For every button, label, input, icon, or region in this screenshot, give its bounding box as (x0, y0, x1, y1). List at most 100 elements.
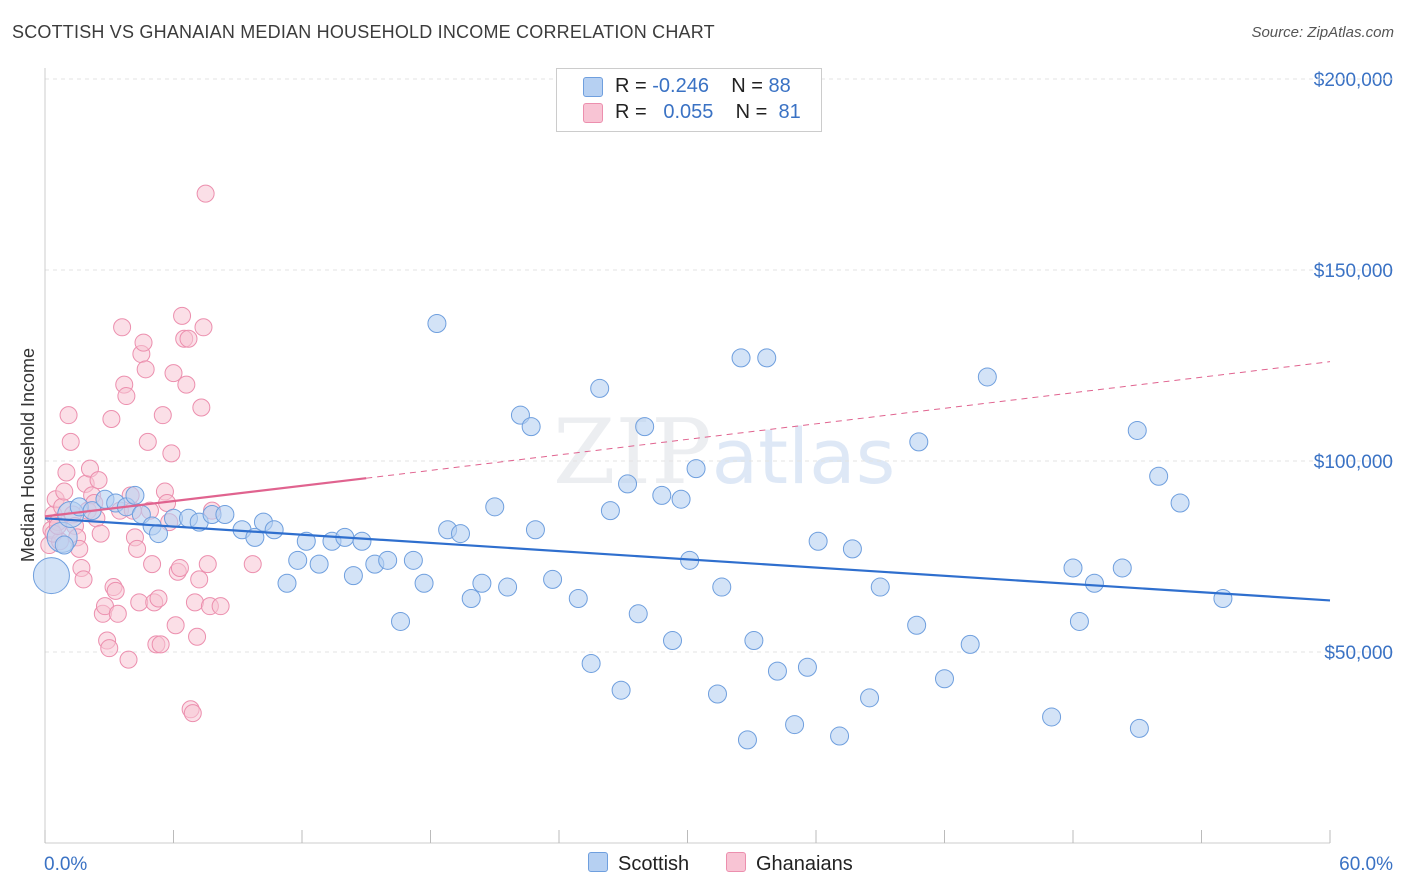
y-axis-title: Median Household Income (18, 348, 38, 562)
ghanaian-point (164, 364, 183, 383)
watermark-atlas: atlas (711, 412, 896, 501)
scottish-point (909, 432, 929, 452)
scottish-point (842, 539, 862, 559)
scottish-point (215, 504, 235, 524)
scottish-point (450, 524, 470, 544)
scottish-point (525, 520, 545, 540)
scottish-point (521, 417, 541, 437)
ghanaian-trendline (44, 477, 367, 518)
scottish-point (707, 684, 727, 704)
scottish-trendline (44, 517, 1331, 602)
bottom-legend-swatch-ghanaians (726, 852, 746, 872)
ghanaian-point (134, 333, 153, 352)
ghanaian-point (89, 471, 108, 490)
scottish-point (461, 589, 481, 609)
scottish-point (472, 573, 492, 593)
scottish-point (830, 726, 850, 746)
ghanaian-point (57, 463, 76, 482)
ghanaian-point (106, 581, 125, 600)
scottish-point (600, 501, 620, 521)
ghanaian-point (119, 650, 138, 669)
scottish-point (32, 557, 70, 595)
scottish-point (485, 497, 505, 517)
scottish-point (403, 550, 423, 570)
scottish-point (757, 348, 777, 368)
scottish-point (1129, 718, 1149, 738)
y-tick-label: $150,000 (1314, 261, 1393, 282)
scottish-point (343, 566, 363, 586)
ghanaian-point (188, 627, 207, 646)
scottish-point (870, 577, 890, 597)
scottish-point (935, 669, 954, 689)
y-tick-label: $200,000 (1314, 70, 1393, 91)
scottish-point (907, 615, 927, 635)
ghanaian-point (170, 558, 189, 577)
ghanaian-point (130, 593, 149, 612)
scottish-point (744, 631, 764, 651)
legend-swatch-scottish (583, 77, 603, 97)
scottish-point (712, 577, 732, 597)
ghanaian-point (61, 432, 80, 451)
ghanaian-point (117, 387, 136, 406)
scottish-point (498, 577, 518, 597)
ghanaian-point (136, 360, 155, 379)
y-tick-label: $50,000 (1324, 643, 1393, 664)
scottish-point (296, 531, 316, 551)
scottish-point (590, 378, 610, 398)
bottom-legend-scottish[interactable]: Scottish (588, 852, 689, 876)
scottish-point (767, 661, 787, 681)
ghanaian-point (179, 329, 198, 348)
scottish-point (309, 554, 329, 574)
scottish-point (652, 485, 672, 505)
scottish-point (785, 715, 805, 735)
ghanaian-point (153, 406, 172, 425)
scottish-point (125, 485, 145, 505)
legend-n-label: N = (731, 75, 763, 97)
scottish-point (414, 573, 434, 593)
scottish-point (808, 531, 828, 551)
stats-legend: R = -0.246 N = 88 R = 0.055 N = 81 (556, 68, 822, 132)
legend-r-label: R = (615, 75, 647, 97)
bottom-legend-label-ghanaians: Ghanaians (756, 853, 853, 875)
ghanaian-point (192, 398, 211, 417)
scottish-point (352, 531, 372, 551)
ghanaian-point (91, 524, 110, 543)
ghanaian-point (198, 555, 217, 574)
ghanaian-point (243, 555, 262, 574)
chart-title: SCOTTISH VS GHANAIAN MEDIAN HOUSEHOLD IN… (12, 22, 715, 42)
scottish-point (378, 550, 398, 570)
bottom-legend-label-scottish: Scottish (618, 853, 690, 875)
ghanaian-point (173, 306, 192, 325)
ghanaian-point (59, 406, 78, 425)
scottish-point (628, 604, 648, 624)
scottish-point (1042, 707, 1062, 727)
scottish-point (568, 589, 588, 609)
scottish-point (391, 611, 411, 631)
ghanaian-point (190, 570, 209, 589)
y-tick-label: $100,000 (1314, 452, 1393, 473)
legend-n-value: 81 (778, 101, 801, 123)
scottish-point (686, 459, 706, 479)
scottish-point (1069, 611, 1089, 631)
ghanaian-point (102, 409, 121, 428)
scottish-point (277, 573, 297, 593)
scottish-point (618, 474, 638, 494)
scottish-point (543, 569, 563, 589)
bottom-legend-ghanaians[interactable]: Ghanaians (726, 852, 853, 876)
scottish-point (581, 653, 601, 673)
scottish-point (977, 367, 997, 387)
scottish-point (1170, 493, 1190, 513)
scottish-point (427, 313, 447, 333)
scottish-point (797, 657, 817, 677)
scottish-point (731, 348, 751, 368)
ghanaian-point (138, 432, 157, 451)
scottish-point (671, 489, 691, 509)
x-tick-label: 60.0% (1339, 854, 1393, 875)
scottish-point (611, 680, 631, 700)
legend-r-label: R = (615, 101, 647, 123)
ghanaian-point (166, 616, 185, 635)
scottish-point (1063, 558, 1083, 578)
scottish-point (737, 730, 757, 750)
ghanaian-point (196, 184, 215, 203)
